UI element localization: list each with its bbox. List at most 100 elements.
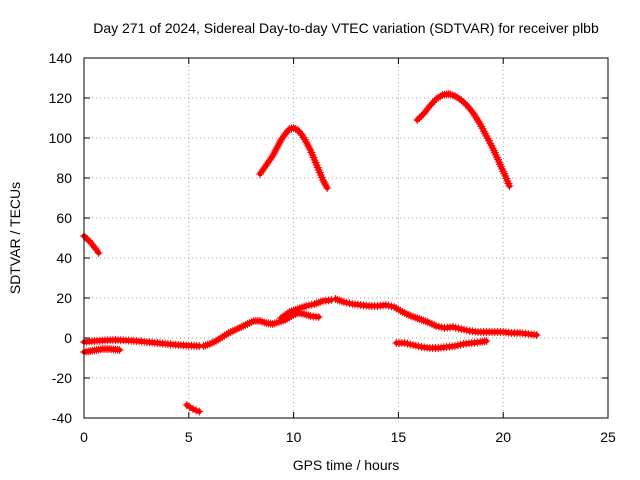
data-point bbox=[285, 308, 294, 316]
x-tick-label: 20 bbox=[495, 429, 511, 445]
data-point bbox=[203, 340, 212, 349]
data-point bbox=[404, 311, 413, 319]
data-point bbox=[274, 140, 283, 148]
data-point bbox=[243, 320, 252, 328]
data-point bbox=[434, 93, 443, 102]
data-point bbox=[450, 92, 459, 100]
data-point bbox=[413, 116, 422, 124]
data-point bbox=[209, 338, 218, 346]
data-point bbox=[214, 335, 223, 344]
data-point bbox=[430, 321, 439, 329]
data-point bbox=[323, 184, 332, 192]
data-point bbox=[316, 297, 325, 306]
series-arc-bump-low bbox=[277, 296, 336, 322]
data-point bbox=[237, 323, 246, 331]
y-axis-label: SDTVAR / TECUs bbox=[7, 182, 23, 294]
data-point bbox=[390, 303, 399, 311]
data-point bbox=[400, 309, 409, 317]
data-point bbox=[241, 321, 250, 329]
grid-lines bbox=[84, 58, 608, 418]
data-point bbox=[417, 315, 426, 324]
data-point bbox=[455, 94, 464, 103]
data-point bbox=[415, 315, 424, 323]
data-point bbox=[417, 112, 426, 120]
data-point bbox=[281, 311, 290, 319]
data-point bbox=[224, 329, 233, 337]
data-point bbox=[271, 146, 280, 154]
data-point bbox=[314, 313, 323, 321]
data-point bbox=[482, 337, 491, 345]
data-point bbox=[337, 297, 346, 306]
data-point bbox=[411, 313, 420, 322]
data-point bbox=[222, 330, 231, 339]
data-point bbox=[220, 331, 229, 340]
data-point bbox=[300, 310, 309, 318]
data-point bbox=[305, 144, 314, 152]
data-point bbox=[287, 307, 296, 316]
data-point bbox=[295, 304, 304, 313]
data-point bbox=[444, 90, 453, 98]
y-tick-label: 20 bbox=[56, 290, 72, 306]
data-point bbox=[297, 303, 306, 312]
data-point bbox=[268, 152, 277, 160]
data-point bbox=[425, 319, 434, 327]
x-axis-label: GPS time / hours bbox=[293, 457, 400, 473]
y-tick-label: -40 bbox=[52, 410, 72, 426]
y-tick-label: 100 bbox=[49, 130, 73, 146]
data-point bbox=[205, 340, 214, 348]
data-point bbox=[394, 305, 403, 314]
data-point bbox=[291, 305, 300, 314]
data-point bbox=[245, 319, 254, 327]
data-point bbox=[94, 249, 103, 257]
data-point bbox=[314, 298, 323, 307]
data-point bbox=[230, 326, 239, 334]
data-point bbox=[310, 300, 319, 308]
x-tick-label: 25 bbox=[600, 429, 616, 445]
data-point bbox=[453, 93, 462, 102]
series-arc-negative bbox=[182, 401, 204, 416]
data-point bbox=[115, 346, 124, 354]
data-point bbox=[218, 333, 227, 341]
data-point bbox=[289, 306, 298, 315]
data-point bbox=[321, 180, 330, 188]
data-point bbox=[333, 295, 342, 304]
data-point bbox=[283, 309, 292, 318]
data-point bbox=[319, 178, 328, 186]
data-point bbox=[272, 318, 281, 327]
data-point bbox=[226, 328, 235, 336]
data-point bbox=[459, 98, 468, 106]
data-point bbox=[461, 100, 470, 108]
data-point bbox=[270, 148, 279, 156]
series-arc-trough bbox=[392, 337, 491, 352]
data-point bbox=[427, 320, 436, 328]
data-point bbox=[432, 95, 441, 103]
data-point bbox=[304, 142, 313, 150]
series-arc-early-high bbox=[80, 232, 103, 257]
x-tick-label: 0 bbox=[80, 429, 88, 445]
data-point bbox=[448, 91, 457, 100]
data-point bbox=[289, 124, 298, 132]
data-point bbox=[335, 296, 344, 305]
data-point bbox=[303, 140, 312, 148]
data-point bbox=[260, 318, 269, 327]
data-point bbox=[207, 339, 216, 347]
data-point bbox=[421, 317, 430, 326]
data-point bbox=[304, 311, 313, 320]
data-point bbox=[258, 317, 267, 326]
data-point bbox=[398, 308, 407, 316]
data-point bbox=[302, 138, 311, 146]
y-tick-label: 140 bbox=[49, 50, 73, 66]
data-marks bbox=[80, 90, 541, 416]
series-arc-high-2 bbox=[413, 90, 514, 190]
data-point bbox=[406, 312, 415, 320]
data-point bbox=[436, 92, 445, 101]
series-arc-near-zero bbox=[80, 336, 204, 350]
series-arc-high-1 bbox=[256, 124, 332, 192]
data-point bbox=[474, 118, 483, 126]
data-point bbox=[216, 334, 225, 343]
y-tick-label: 40 bbox=[56, 250, 72, 266]
data-point bbox=[413, 314, 422, 323]
data-point bbox=[91, 244, 99, 252]
